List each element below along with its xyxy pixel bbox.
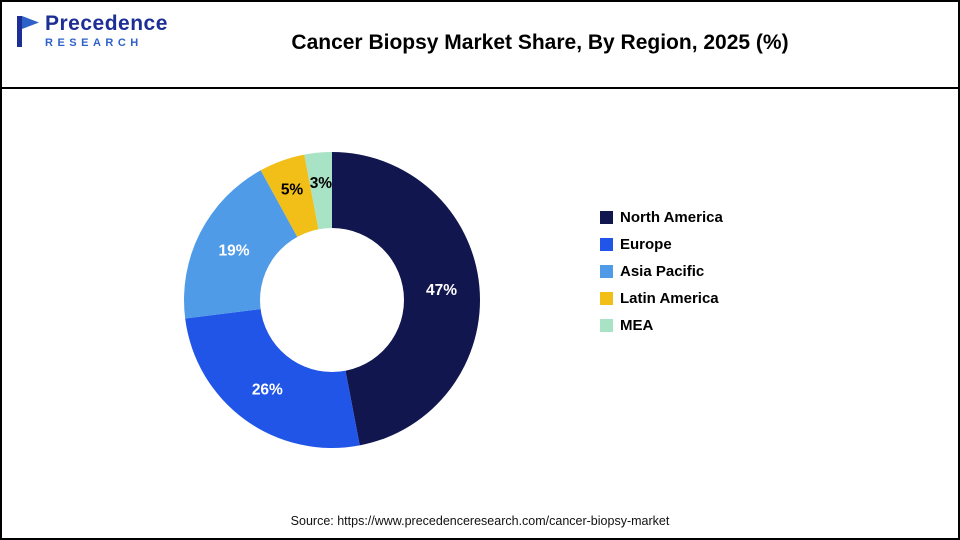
precedence-logo-text: Precedence RESEARCH xyxy=(45,13,168,49)
legend-item-north-america: North America xyxy=(600,209,723,226)
chart-area: 47% 26% 19% 5% 3% North America Europe Asia Pa… xyxy=(2,89,958,538)
legend-item-latin-america: Latin America xyxy=(600,290,723,307)
donut-hole xyxy=(260,228,404,372)
slice-label-mea: 3% xyxy=(310,175,333,192)
legend-item-mea: MEA xyxy=(600,317,723,334)
legend-swatch-latin-america xyxy=(600,292,613,305)
legend-label-latin-america: Latin America xyxy=(620,290,719,307)
legend-swatch-europe xyxy=(600,238,613,251)
slice-label-europe: 26% xyxy=(252,381,283,398)
legend-swatch-mea xyxy=(600,319,613,332)
legend-swatch-asia-pacific xyxy=(600,265,613,278)
donut-chart: 47% 26% 19% 5% 3% xyxy=(184,152,481,449)
logo-subtitle: RESEARCH xyxy=(45,37,143,49)
legend-label-mea: MEA xyxy=(620,317,654,334)
chart-title: Cancer Biopsy Market Share, By Region, 2… xyxy=(291,31,789,54)
precedence-logo: Precedence RESEARCH xyxy=(16,13,168,49)
slice-label-north-america: 47% xyxy=(426,282,457,299)
legend-label-north-america: North America xyxy=(620,209,723,226)
legend-swatch-north-america xyxy=(600,211,613,224)
legend-label-asia-pacific: Asia Pacific xyxy=(620,263,705,280)
legend-item-asia-pacific: Asia Pacific xyxy=(600,263,723,280)
logo-wordmark: Precedence xyxy=(45,12,168,35)
legend-item-europe: Europe xyxy=(600,236,723,253)
slice-label-latin-america: 5% xyxy=(281,181,304,198)
source-text: Source: https://www.precedenceresearch.c… xyxy=(290,514,670,528)
precedence-logo-icon xyxy=(17,16,39,47)
legend-label-europe: Europe xyxy=(620,236,672,253)
chart-legend: North America Europe Asia Pacific Latin Ame… xyxy=(600,209,723,344)
figure-header: Precedence RESEARCH Cancer Biopsy Market… xyxy=(2,2,958,89)
slice-label-asia-pacific: 19% xyxy=(218,243,249,260)
donut-segment-north-america xyxy=(332,152,481,446)
